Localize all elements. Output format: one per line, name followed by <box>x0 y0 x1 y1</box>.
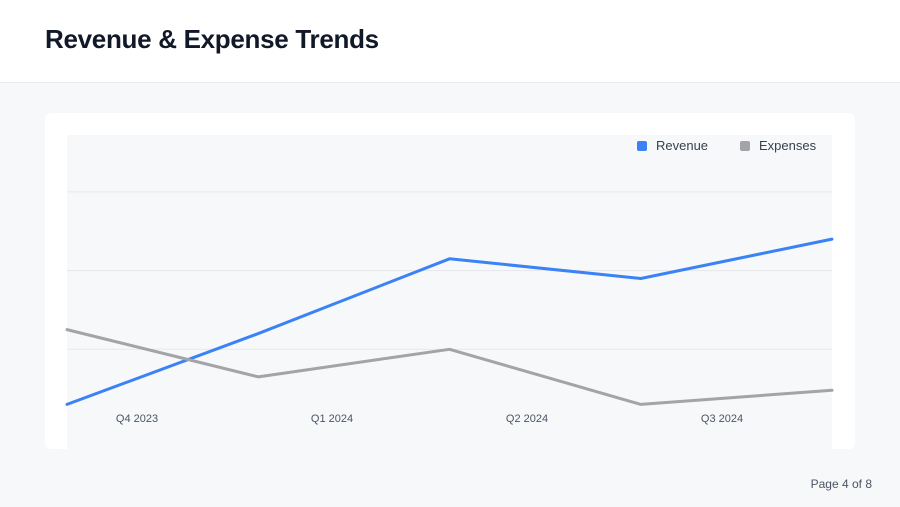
page-number: Page 4 of 8 <box>810 477 872 491</box>
legend-label-expenses: Expenses <box>759 138 817 153</box>
plot-area <box>67 135 832 449</box>
page-title: Revenue & Expense Trends <box>45 24 379 54</box>
series-line-expenses <box>65 328 834 406</box>
legend-swatch-revenue <box>637 141 647 151</box>
header: Revenue & Expense Trends <box>0 0 900 83</box>
x-tick-label: Q2 2024 <box>506 413 548 425</box>
x-tick-label: Q3 2024 <box>701 413 743 425</box>
x-tick-label: Q1 2024 <box>311 413 353 425</box>
chart-card: Q4 2023 Q1 2024 Q2 2024 Q3 2024 Revenue Expen… <box>45 113 855 449</box>
legend-label-revenue: Revenue <box>656 138 708 153</box>
legend-swatch-expenses <box>740 141 750 151</box>
series-line-revenue <box>65 237 834 406</box>
x-tick-label: Q4 2023 <box>116 413 158 425</box>
line-chart: Q4 2023 Q1 2024 Q2 2024 Q3 2024 Revenue Expen… <box>65 135 834 449</box>
